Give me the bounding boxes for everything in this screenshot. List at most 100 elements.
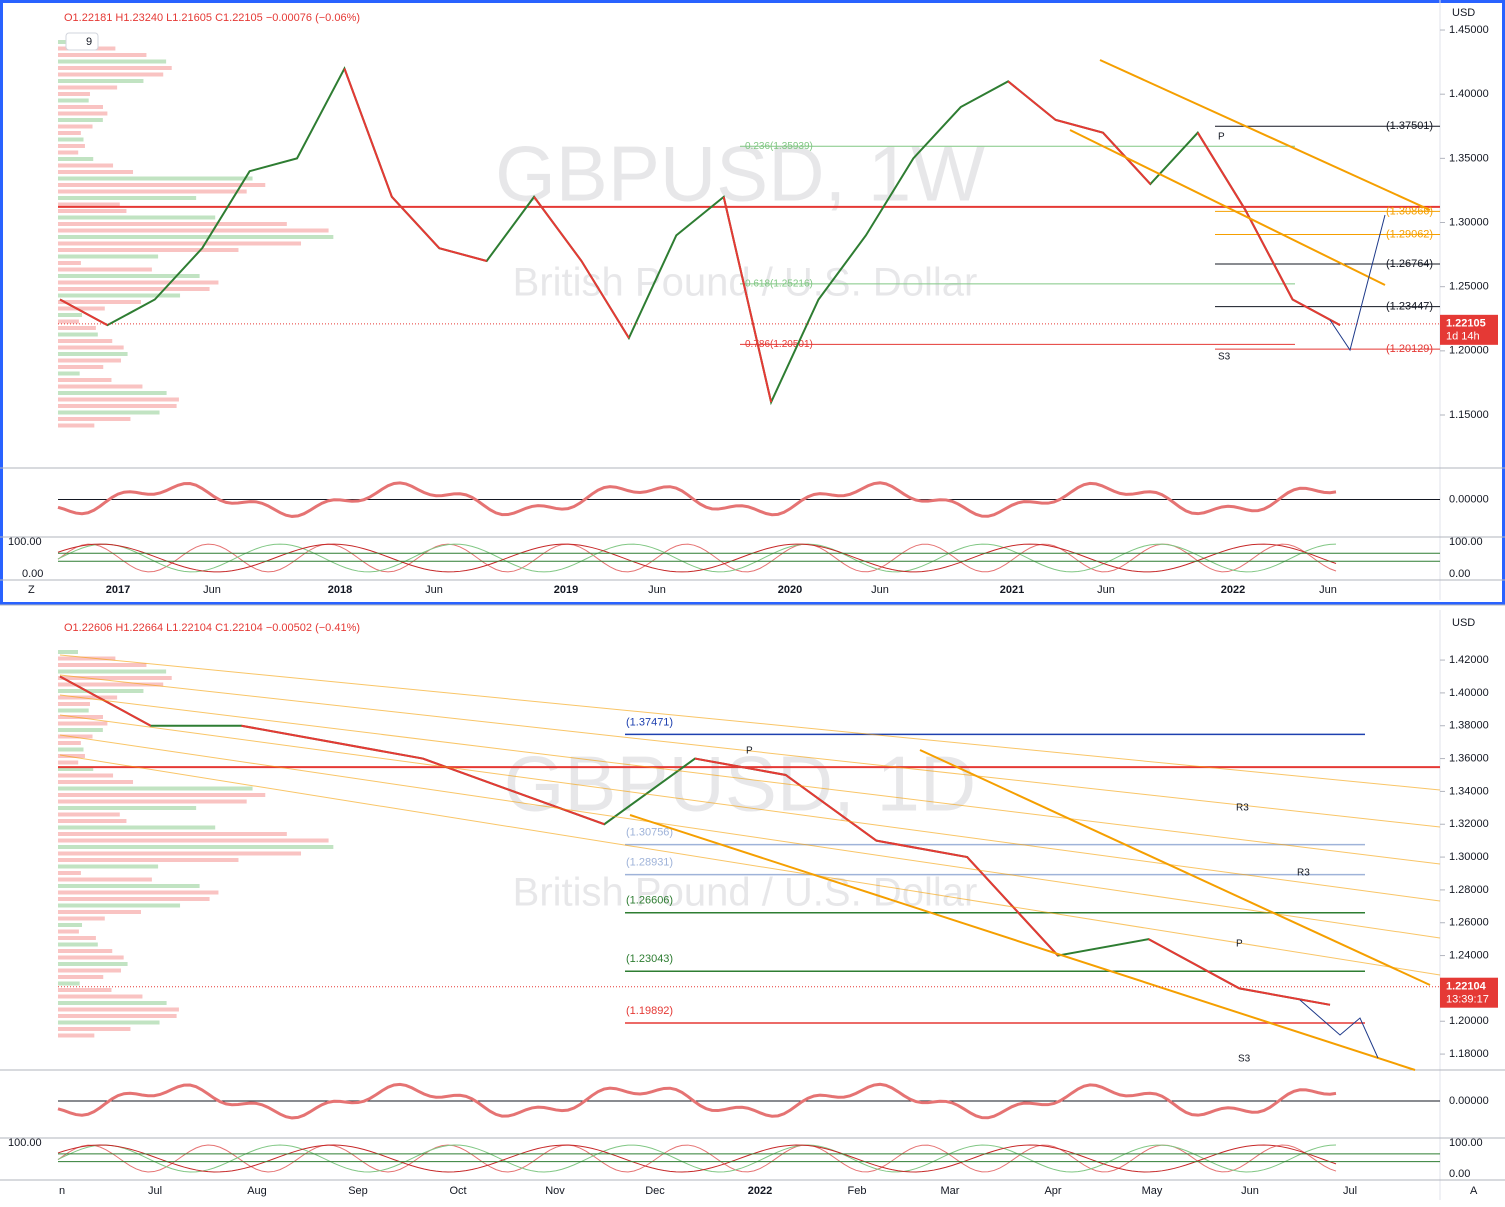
volume-profile-bar: [58, 365, 104, 369]
volume-profile-bar: [58, 267, 152, 272]
volume-profile-bar: [58, 111, 108, 116]
volume-profile-bar: [58, 884, 200, 888]
volume-profile-bar: [58, 760, 79, 765]
volume-profile-bar: [58, 326, 96, 330]
volume-profile-bar: [58, 949, 113, 953]
volume-profile-bar: [58, 397, 179, 402]
active-panel-border: [0, 0, 1505, 605]
volume-profile-bar: [58, 923, 83, 927]
volume-profile-bar: [58, 170, 134, 174]
volume-profile-bar: [58, 871, 81, 875]
level-label: (1.23043): [626, 953, 673, 965]
volume-profile-bar: [58, 124, 93, 129]
pivot-label: P: [746, 746, 753, 757]
price-segment-down: [59, 675, 152, 727]
level-label: (1.26606): [626, 895, 673, 907]
level-label: (1.23447): [1386, 301, 1433, 313]
projection: [1299, 999, 1379, 1059]
volume-profile-bar: [58, 916, 105, 921]
price-segment-down: [331, 741, 424, 760]
price-segment-down: [1007, 80, 1057, 121]
volume-profile-bar: [58, 858, 239, 862]
volume-profile-bar: [58, 890, 219, 895]
volume-profile-bar: [58, 358, 121, 363]
time-label: 2019: [554, 584, 578, 596]
volume-profile-bar: [58, 741, 81, 745]
volume-profile-bar: [58, 780, 134, 784]
price-segment-down: [513, 790, 605, 826]
y-tick-label: 1.42000: [1449, 654, 1489, 666]
projection: [1329, 214, 1386, 352]
y-tick-label: 1.28000: [1449, 884, 1489, 896]
ohlc-header: O1.22606 H1.22664 L1.22104 C1.22104 −0.0…: [64, 622, 360, 634]
volume-profile-bar: [58, 793, 266, 797]
volume-profile-bar: [58, 715, 103, 719]
price-segment-down: [694, 757, 786, 776]
ohlc-header: O1.22181 H1.23240 L1.21605 C1.22105 −0.0…: [64, 12, 360, 24]
time-label: n: [59, 1185, 65, 1197]
pivot-label: S3: [1218, 352, 1231, 363]
currency-label: USD: [1452, 7, 1475, 19]
volume-profile-bar: [58, 897, 210, 901]
volume-profile-bar: [58, 53, 147, 57]
volume-profile-bar: [58, 1020, 160, 1025]
pivot-label: R3: [1236, 803, 1249, 814]
pivot-label: P: [1218, 132, 1225, 143]
stochastic: [57, 543, 1337, 573]
interval-box: [65, 32, 99, 51]
volume-profile-bar: [58, 819, 127, 823]
watermark-name: British Pound / U.S. Dollar: [513, 871, 978, 915]
volume-profile-bar: [58, 345, 124, 350]
level-label: (1.30756): [626, 827, 673, 839]
volume-profile-bar: [58, 975, 104, 979]
y-tick-label: 1.18000: [1449, 1048, 1489, 1060]
volume-profile-bar: [58, 72, 164, 77]
time-label: Jun: [203, 584, 221, 596]
pivot-label: P: [1236, 939, 1243, 950]
volume-profile-bar: [58, 391, 167, 395]
volume-profile-bar: [58, 410, 160, 415]
volume-profile-bar: [58, 371, 80, 376]
volume-profile-bar: [58, 189, 247, 194]
level-label: (1.19892): [626, 1005, 673, 1017]
volume-profile-bar: [58, 988, 112, 992]
price-segment-down: [1196, 132, 1247, 211]
currency-label: USD: [1452, 617, 1475, 629]
volume-profile-bar: [58, 157, 94, 161]
corner-button: A: [1470, 1185, 1478, 1197]
time-label: Jun: [648, 584, 666, 596]
channel: [59, 674, 1441, 828]
channel: [1069, 129, 1386, 286]
time-label: 2022: [748, 1185, 772, 1197]
last-price-tag: [1440, 977, 1498, 1008]
channel: [59, 734, 1441, 939]
level-label: (1.37501): [1386, 120, 1433, 132]
stoch-high-label: 100.00: [1449, 536, 1483, 548]
volume-profile-bar: [58, 864, 159, 869]
level-label: (1.28931): [626, 857, 673, 869]
channel: [919, 749, 1431, 986]
volume-profile-bar: [58, 981, 80, 986]
volume-profile-bar: [58, 79, 144, 83]
volume-profile-bar: [58, 313, 83, 317]
level-label: (1.26764): [1386, 258, 1433, 270]
volume-profile-bar: [58, 228, 329, 233]
volume-profile-bar: [58, 150, 79, 155]
price-segment-down: [343, 68, 393, 198]
volume-profile-bar: [58, 936, 96, 940]
price-segment-down: [533, 196, 583, 262]
watermark-symbol: GBPUSD, 1D: [504, 740, 976, 828]
volume-profile-bar: [58, 235, 334, 239]
stoch-low-label: 0.00: [1449, 568, 1470, 580]
volume-profile-bar: [58, 851, 302, 856]
volume-profile-bar: [58, 215, 216, 220]
volume-profile-bar: [58, 176, 253, 181]
stochastic: [57, 1144, 1337, 1173]
volume-profile-bar: [58, 59, 167, 64]
volume-profile-bar: [58, 663, 147, 667]
volume-profile-bar: [58, 721, 108, 726]
stochastic: [57, 1144, 1337, 1173]
stoch-high-label: 100.00: [1449, 1137, 1483, 1149]
volume-profile-bar: [58, 423, 95, 428]
volume-profile-bar: [58, 845, 334, 849]
